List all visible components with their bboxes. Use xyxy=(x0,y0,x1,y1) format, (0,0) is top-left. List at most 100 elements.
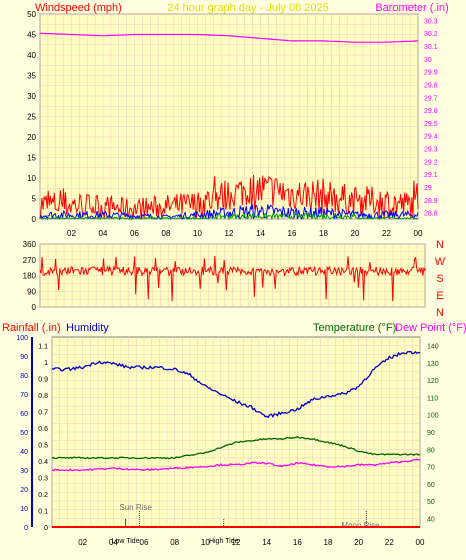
direction-tick-label: 180 xyxy=(23,272,37,281)
compass-label: N xyxy=(436,307,444,319)
rain-humidity-temp-panel: 10090807060504030201001.110.90.80.70.60.… xyxy=(16,335,438,547)
humidity-tick-label: 50 xyxy=(20,430,28,437)
weather-x-tick-label: 00 xyxy=(416,538,425,547)
windspeed-tick-label: 50 xyxy=(27,10,36,19)
moonrise-label: Moon Rise xyxy=(341,521,380,530)
rainfall-tick-label: 0.2 xyxy=(38,492,48,499)
wind-x-tick-label: 14 xyxy=(256,229,265,238)
barometer-tick-label: 29.5 xyxy=(424,121,438,128)
windspeed-tick-label: 40 xyxy=(27,51,36,60)
rainfall-tick-label: 0.7 xyxy=(38,409,48,416)
barometer-tick-label: 29.6 xyxy=(424,108,438,115)
weather-x-tick-label: 10 xyxy=(201,538,210,547)
temperature-tick-label: 140 xyxy=(427,344,439,351)
barometer-tick-label: 28.9 xyxy=(424,198,438,205)
humidity-series xyxy=(51,350,421,419)
temperature-tick-label: 110 xyxy=(427,395,438,402)
weather-x-tick-label: 16 xyxy=(293,538,302,547)
temperature-tick-label: 80 xyxy=(427,447,435,454)
wind-x-tick-label: 22 xyxy=(382,229,391,238)
wind-x-tick-label: 12 xyxy=(225,229,234,238)
humidity-tick-label: 90 xyxy=(20,354,28,361)
windspeed-tick-label: 15 xyxy=(27,154,36,163)
barometer-tick-label: 29.9 xyxy=(424,70,438,77)
temperature-tick-label: 70 xyxy=(427,465,435,472)
wind-x-tick-label: 10 xyxy=(193,229,202,238)
direction-tick-label: 90 xyxy=(27,287,36,296)
windspeed-tick-label: 35 xyxy=(27,72,36,81)
barometer-tick-label: 28.8 xyxy=(424,211,438,218)
humidity-tick-label: 20 xyxy=(20,487,28,494)
barometer-tick-label: 30.3 xyxy=(424,18,438,25)
compass-label: W xyxy=(435,256,446,268)
rainfall-tick-label: 1.1 xyxy=(38,343,48,350)
windspeed-tick-label: 45 xyxy=(27,31,36,40)
high-tide-label: High Tide xyxy=(209,538,239,545)
temperature-tick-label: 90 xyxy=(427,430,435,437)
rainfall-tick-label: 0.3 xyxy=(38,475,48,482)
barometer-series xyxy=(39,32,419,43)
barometer-tick-label: 29.2 xyxy=(424,159,438,166)
humidity-tick-label: 10 xyxy=(20,506,28,513)
rainfall-tick-label: 1 xyxy=(44,360,48,367)
barometer-tick-label: 29.4 xyxy=(424,134,438,141)
weather-x-tick-label: 04 xyxy=(109,538,118,547)
humidity-tick-label: 30 xyxy=(20,468,28,475)
rainfall-tick-label: 0.8 xyxy=(38,393,48,400)
dewpoint-series xyxy=(51,458,421,472)
rainfall-tick-label: 0.9 xyxy=(38,376,48,383)
barometer-tick-label: 29.8 xyxy=(424,82,438,89)
weather-x-tick-label: 18 xyxy=(324,538,333,547)
sunrise-label: Sun Rise xyxy=(119,503,152,512)
weather-x-tick-label: 06 xyxy=(140,538,149,547)
temperature-tick-label: 50 xyxy=(427,499,435,506)
rainfall-tick-label: 0.4 xyxy=(38,459,48,466)
rainfall-tick-label: 0.5 xyxy=(38,442,48,449)
rainfall-tick-label: 0.1 xyxy=(38,508,48,515)
temperature-tick-label: 130 xyxy=(427,361,439,368)
wind-x-tick-label: 20 xyxy=(351,229,360,238)
weather-x-tick-label: 22 xyxy=(385,538,394,547)
windspeed-tick-label: 10 xyxy=(27,174,36,183)
humidity-tick-label: 70 xyxy=(20,392,28,399)
windspeed-tick-label: 20 xyxy=(27,133,36,142)
compass-label: N xyxy=(436,239,444,251)
compass-label: E xyxy=(436,290,443,302)
barometer-tick-label: 29 xyxy=(424,185,432,192)
windspeed-axis-title: Windspeed (mph) xyxy=(35,2,122,14)
windspeed-tick-label: 25 xyxy=(27,113,36,122)
windspeed-tick-label: 5 xyxy=(32,195,37,204)
direction-tick-label: 0 xyxy=(32,303,37,312)
direction-tick-label: 360 xyxy=(23,240,37,249)
weather-x-tick-label: 20 xyxy=(354,538,363,547)
page-title: 24 hour graph day - July 06 2025 xyxy=(167,2,328,14)
wind-lull-series xyxy=(39,212,419,221)
weather-x-tick-label: 08 xyxy=(170,538,179,547)
weather-x-tick-label: 12 xyxy=(232,538,241,547)
temperature-axis-title: Temperature (°F) xyxy=(313,322,396,334)
wind-x-tick-label: 08 xyxy=(162,229,171,238)
humidity-tick-label: 0 xyxy=(24,525,28,532)
barometer-axis-title: Barometer (.in) xyxy=(375,2,448,14)
direction-tick-label: 270 xyxy=(23,256,37,265)
compass-label: S xyxy=(436,273,443,285)
barometer-tick-label: 29.1 xyxy=(424,172,438,179)
wind-barometer-panel: 0 5 10 15 20 25 30 35 40 45 50 28.8 28.9 29 29.1 29.2 29… xyxy=(27,10,438,238)
weather-x-tick-label: 14 xyxy=(262,538,271,547)
barometer-tick-label: 29.7 xyxy=(424,95,438,102)
humidity-tick-label: 100 xyxy=(16,335,28,342)
windspeed-tick-label: 30 xyxy=(27,92,36,101)
temperature-tick-label: 100 xyxy=(427,413,439,420)
rainfall-tick-label: 0.6 xyxy=(38,426,48,433)
barometer-tick-label: 30.1 xyxy=(424,44,438,51)
wind-x-tick-label: 00 xyxy=(414,229,423,238)
barometer-tick-label: 30.2 xyxy=(424,31,438,38)
humidity-tick-label: 60 xyxy=(20,411,28,418)
dewpoint-axis-title: Dew Point (°F) xyxy=(395,322,466,334)
temperature-tick-label: 40 xyxy=(427,516,435,523)
wind-x-tick-label: 02 xyxy=(67,229,76,238)
wind-x-tick-label: 18 xyxy=(319,229,328,238)
windspeed-tick-label: 0 xyxy=(32,215,37,224)
